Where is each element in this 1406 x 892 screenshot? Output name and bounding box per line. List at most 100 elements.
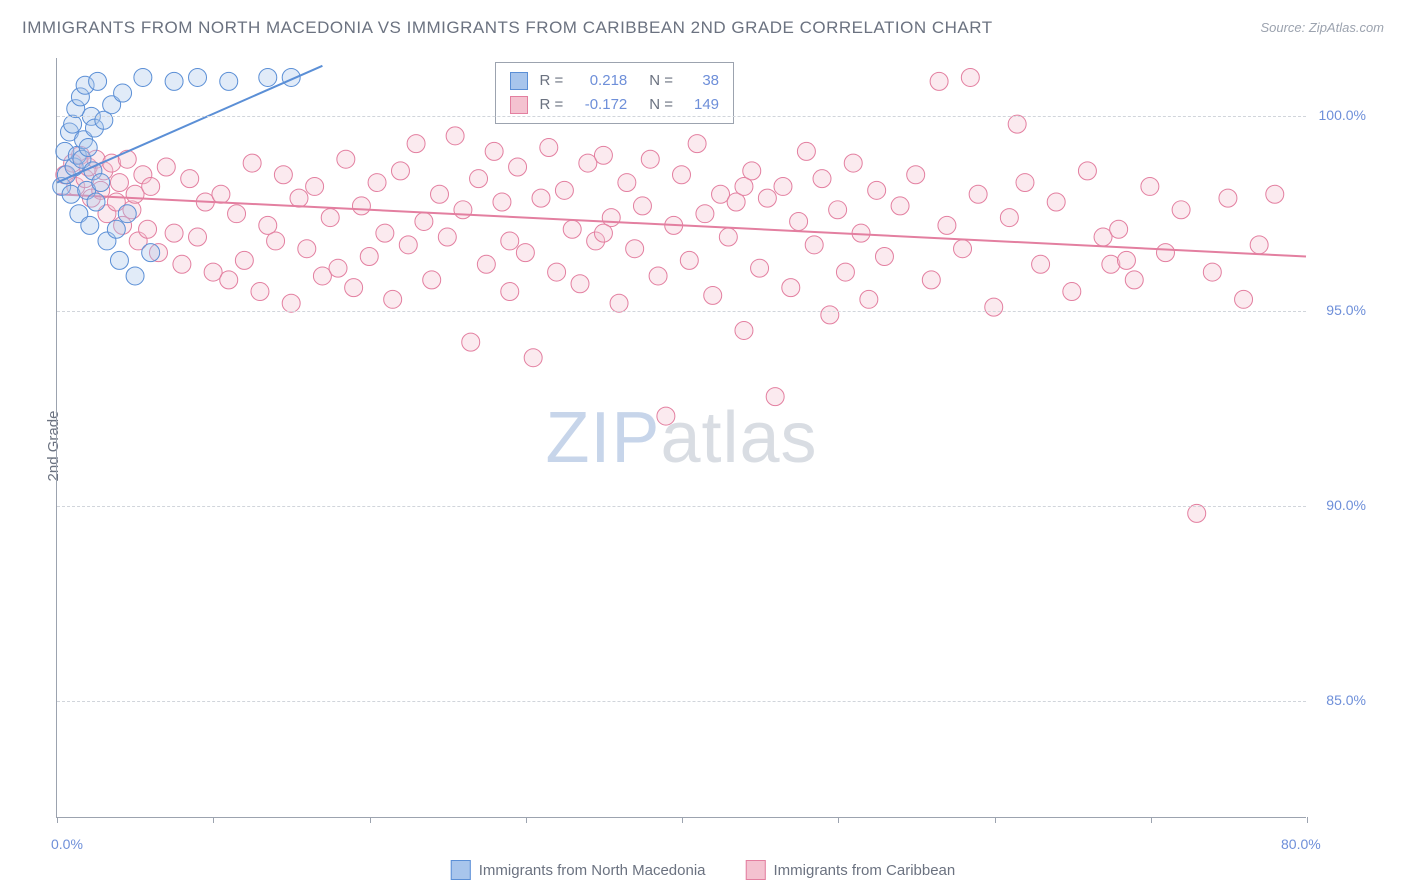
scatter-point [930,72,948,90]
legend-item: Immigrants from North Macedonia [451,860,706,880]
scatter-point [477,255,495,273]
x-tick-label: 80.0% [1281,836,1321,852]
scatter-point [81,216,99,234]
scatter-point [189,228,207,246]
scatter-point [985,298,1003,316]
scatter-point [735,321,753,339]
scatter-point [1266,185,1284,203]
scatter-point [118,205,136,223]
scatter-point [1008,115,1026,133]
scatter-point [1110,220,1128,238]
scatter-point [805,236,823,254]
scatter-point [540,139,558,157]
scatter-point [821,306,839,324]
scatter-point [462,333,480,351]
scatter-point [626,240,644,258]
scatter-point [782,279,800,297]
legend-swatch [746,860,766,880]
scatter-point [243,154,261,172]
plot-area: ZIPatlas R =0.218N =38R =-0.172N =149 85… [56,58,1306,818]
scatter-point [407,135,425,153]
scatter-point [813,170,831,188]
scatter-point [610,294,628,312]
scatter-point [126,267,144,285]
scatter-point [165,72,183,90]
scatter-point [1078,162,1096,180]
scatter-point [110,251,128,269]
scatter-point [142,177,160,195]
scatter-point [649,267,667,285]
scatter-point [399,236,417,254]
scatter-point [735,177,753,195]
scatter-point [470,170,488,188]
scatter-point [384,290,402,308]
scatter-point [139,220,157,238]
scatter-point [64,115,82,133]
scatter-point [516,244,534,262]
scatter-point [1156,244,1174,262]
plot-svg [57,58,1306,817]
scatter-point [391,162,409,180]
stat-n-label: N = [649,93,673,117]
x-tick-mark [213,817,214,823]
scatter-point [1250,236,1268,254]
scatter-point [165,224,183,242]
stats-swatch [510,72,528,90]
scatter-point [485,142,503,160]
scatter-point [594,146,612,164]
scatter-point [267,232,285,250]
gridline-h [57,506,1306,507]
y-tick-label: 85.0% [1326,692,1366,708]
scatter-point [181,170,199,188]
gridline-h [57,116,1306,117]
scatter-point [173,255,191,273]
scatter-point [142,244,160,262]
gridline-h [57,701,1306,702]
scatter-point [891,197,909,215]
scatter-point [376,224,394,242]
scatter-point [509,158,527,176]
x-tick-mark [57,817,58,823]
scatter-point [282,294,300,312]
scatter-point [938,216,956,234]
x-tick-mark [526,817,527,823]
scatter-point [368,174,386,192]
scatter-point [118,150,136,168]
scatter-point [415,212,433,230]
y-tick-label: 100.0% [1319,107,1366,123]
scatter-point [438,228,456,246]
scatter-point [220,271,238,289]
scatter-point [87,193,105,211]
scatter-point [594,224,612,242]
scatter-point [618,174,636,192]
scatter-point [961,68,979,86]
scatter-point [1172,201,1190,219]
scatter-point [114,84,132,102]
scatter-point [431,185,449,203]
scatter-point [860,290,878,308]
x-tick-mark [370,817,371,823]
scatter-point [134,68,152,86]
scatter-point [719,228,737,246]
stat-n-value: 149 [683,93,719,117]
x-tick-mark [838,817,839,823]
scatter-point [251,283,269,301]
scatter-point [563,220,581,238]
scatter-point [189,68,207,86]
scatter-point [501,232,519,250]
scatter-point [212,185,230,203]
scatter-point [235,251,253,269]
scatter-point [548,263,566,281]
scatter-point [766,388,784,406]
scatter-point [62,185,80,203]
scatter-point [1219,189,1237,207]
scatter-point [259,68,277,86]
scatter-point [907,166,925,184]
scatter-point [555,181,573,199]
chart-title: IMMIGRANTS FROM NORTH MACEDONIA VS IMMIG… [22,18,993,38]
legend-item: Immigrants from Caribbean [746,860,956,880]
stat-n-label: N = [649,69,673,93]
legend-label: Immigrants from North Macedonia [479,862,706,879]
scatter-point [321,209,339,227]
legend-label: Immigrants from Caribbean [774,862,956,879]
